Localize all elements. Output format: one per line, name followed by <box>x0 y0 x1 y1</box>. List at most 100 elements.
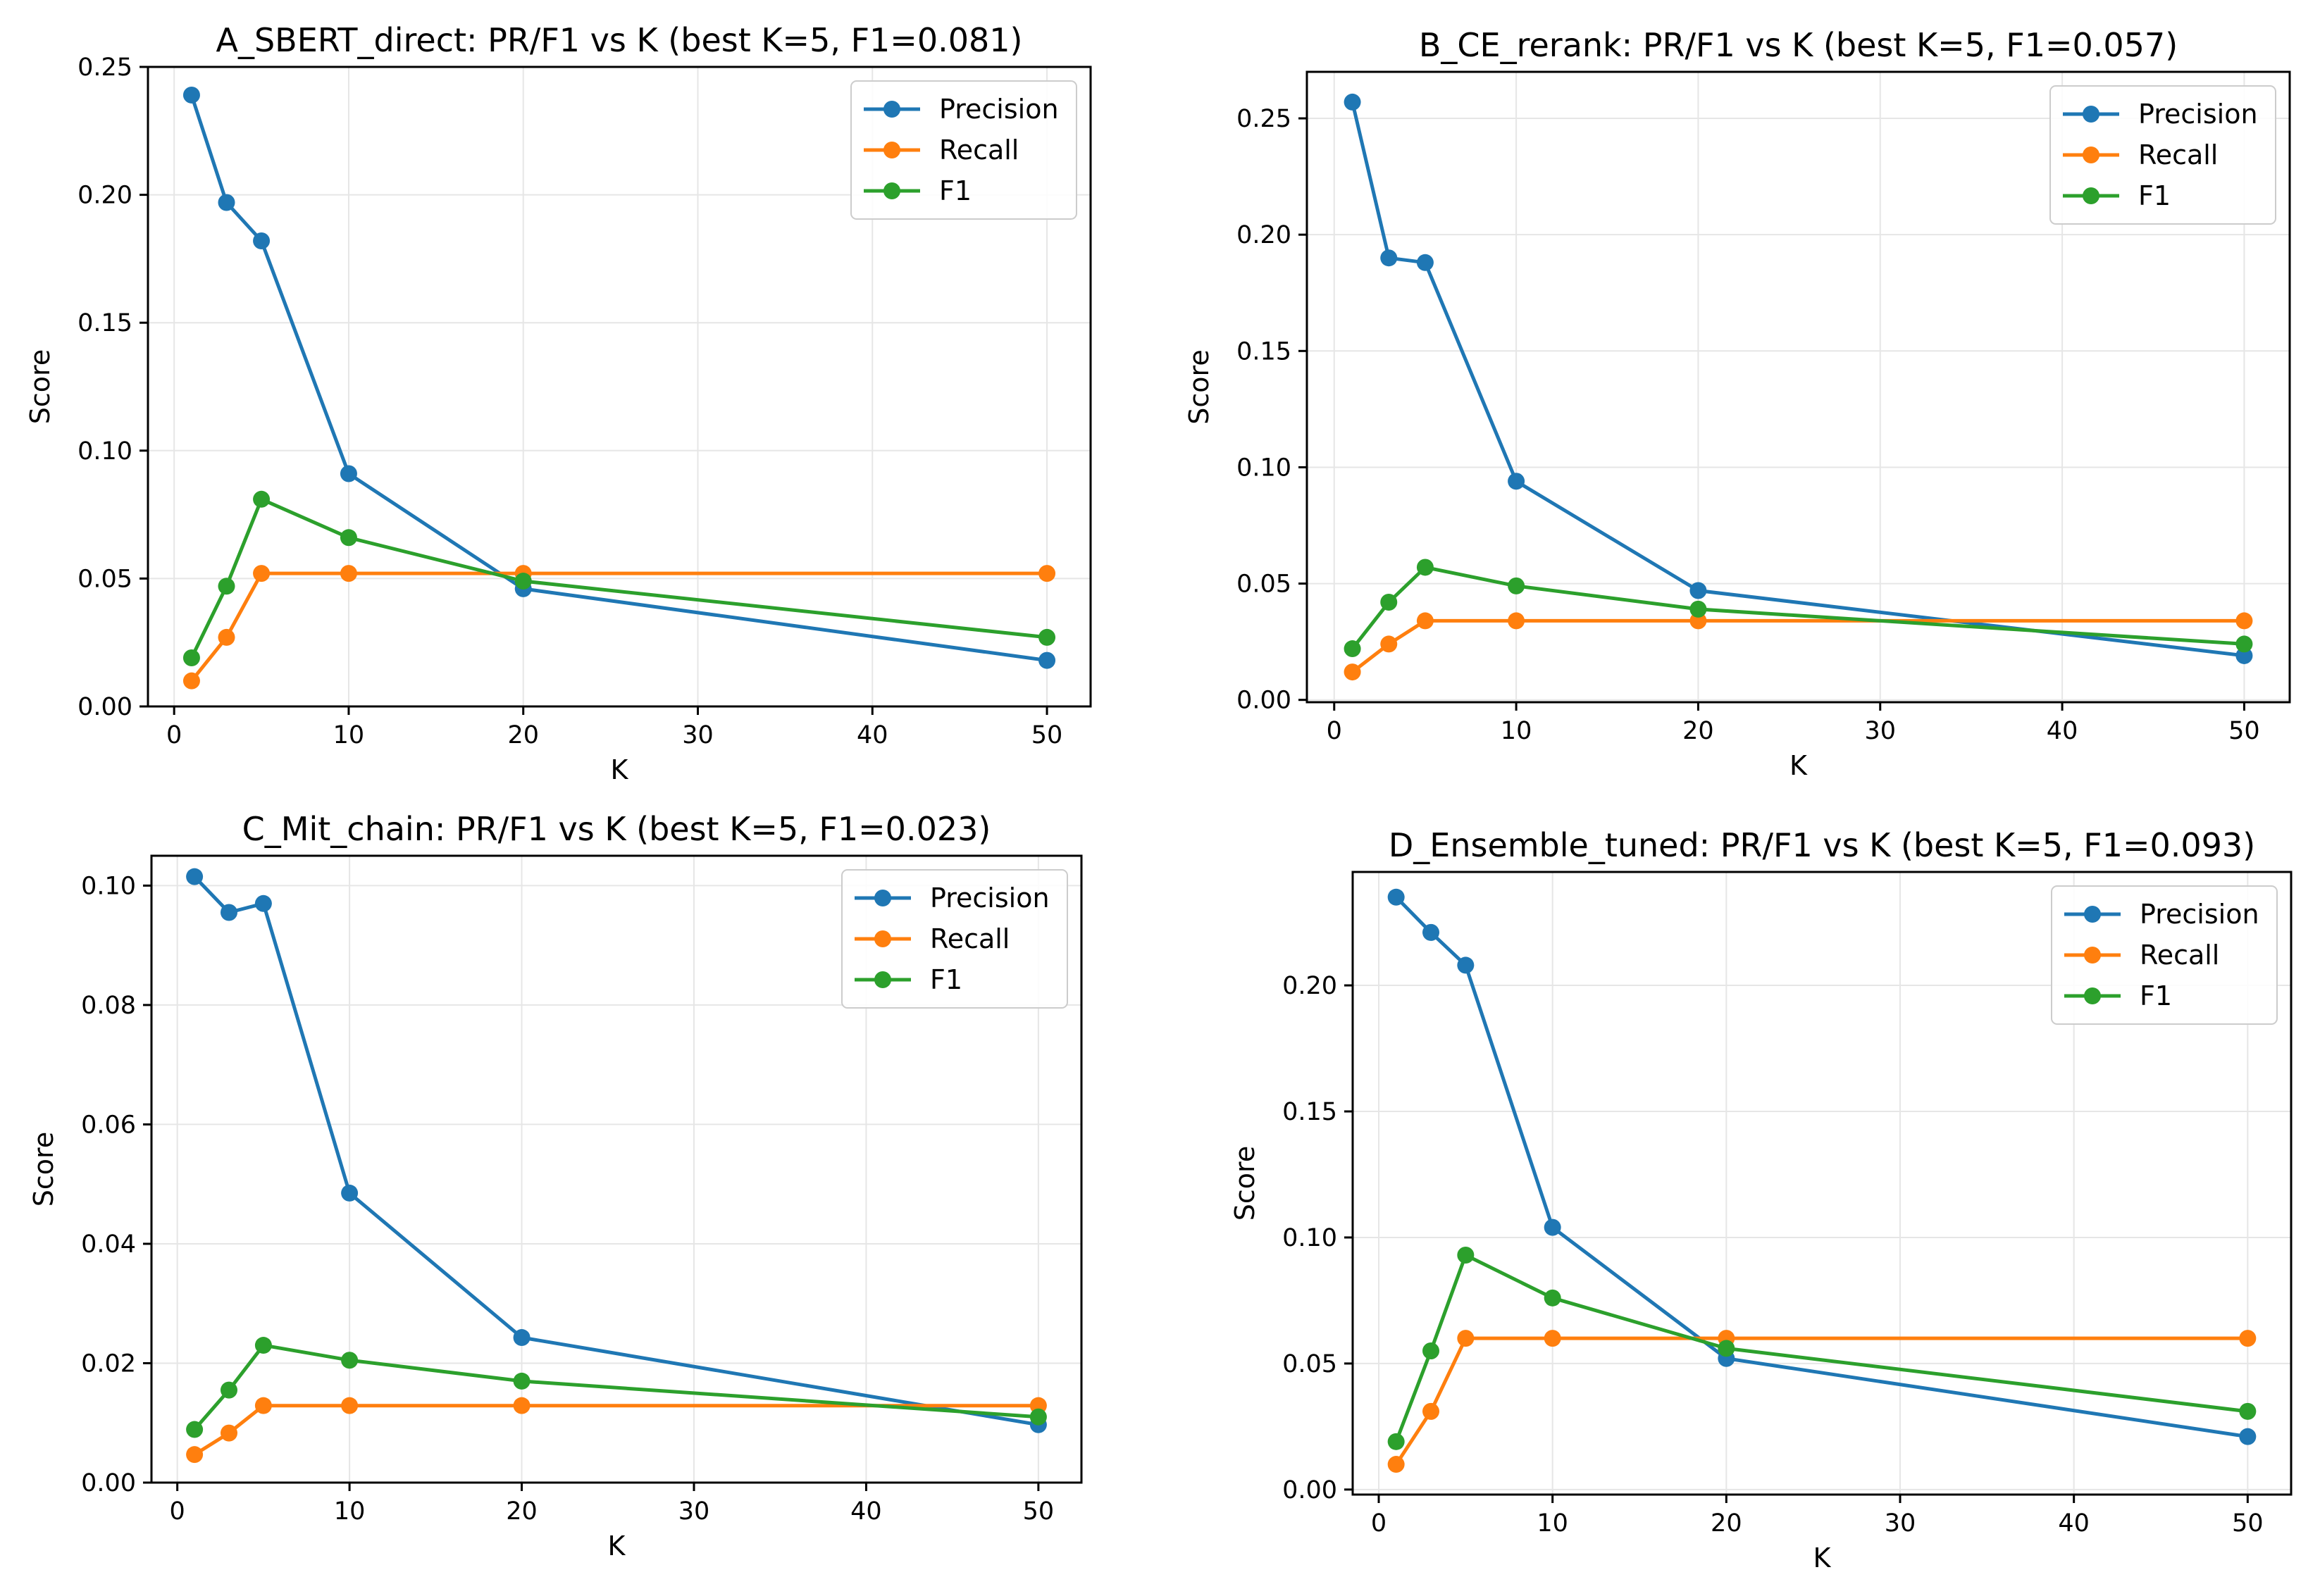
legend-label: F1 <box>2140 980 2172 1011</box>
data-point-f1 <box>2239 1402 2257 1420</box>
data-point-f1 <box>182 649 200 666</box>
y-tick-label: 0.15 <box>1236 337 1291 366</box>
x-tick-label: 30 <box>682 721 714 749</box>
legend-swatch-marker <box>883 182 900 199</box>
x-tick-label: 50 <box>2228 717 2260 745</box>
data-point-precision <box>186 868 204 885</box>
x-axis-label: K <box>1789 750 1808 781</box>
data-point-recall <box>1689 612 1707 630</box>
legend-label: Precision <box>2138 99 2258 130</box>
x-axis-label: K <box>608 1530 626 1561</box>
x-tick-label: 50 <box>1023 1497 1055 1526</box>
x-tick-label: 30 <box>678 1497 710 1526</box>
y-tick-label: 0.00 <box>1236 687 1291 715</box>
data-point-recall <box>182 672 200 690</box>
data-point-precision <box>1416 254 1434 271</box>
legend-swatch-marker <box>874 890 891 906</box>
y-tick-label: 0.20 <box>1282 972 1337 1000</box>
legend-swatch-marker <box>883 101 900 118</box>
data-point-precision <box>513 1329 531 1347</box>
series-line-f1 <box>1351 566 2245 650</box>
data-point-f1 <box>1038 628 1056 646</box>
data-point-precision <box>253 232 271 249</box>
y-tick-label: 0.00 <box>81 1469 136 1497</box>
data-point-precision <box>254 894 272 912</box>
data-point-precision <box>218 194 235 211</box>
legend-label: F1 <box>2138 180 2171 211</box>
chart-title: B_CE_rerank: PR/F1 vs K (best K=5, F1=0.… <box>1419 26 2178 64</box>
y-tick-label: 0.00 <box>1282 1476 1337 1504</box>
data-point-precision <box>1380 249 1398 267</box>
legend-box <box>850 80 1077 220</box>
data-point-recall <box>254 1397 272 1414</box>
series-line-recall <box>193 1404 1038 1457</box>
legend-label: Recall <box>939 135 1019 166</box>
chart-title: A_SBERT_direct: PR/F1 vs K (best K=5, F1… <box>216 21 1023 59</box>
chart-panel-0: 0 10 20 30 40 50 0.00 0.05 0.10 0.15 0.20 0.25 A_SBE… <box>25 21 1092 785</box>
axes-frame <box>1305 70 2291 704</box>
y-axis-label: Score <box>1229 1146 1260 1221</box>
data-point-precision <box>1038 652 1056 669</box>
y-tick-label: 0.05 <box>77 565 132 593</box>
series-line-f1 <box>190 497 1048 659</box>
x-axis-label: K <box>1813 1542 1832 1573</box>
x-tick-label: 0 <box>1327 717 1342 745</box>
data-point-f1 <box>221 1381 237 1399</box>
legend-swatch-marker <box>874 930 891 947</box>
data-point-precision <box>340 465 357 482</box>
legend-label: Recall <box>930 923 1010 954</box>
legend-swatch-marker <box>2083 187 2099 204</box>
chart-panel-3: 0 10 20 30 40 50 0.00 0.05 0.10 0.15 0.20 D_Ensembl… <box>1229 826 2293 1573</box>
data-point-precision <box>1457 956 1475 974</box>
data-point-recall <box>1457 1330 1475 1347</box>
series-line-recall <box>1351 618 2245 674</box>
data-point-precision <box>221 904 237 921</box>
y-tick-label: 0.10 <box>81 872 136 900</box>
x-axis-label: K <box>611 754 629 785</box>
legend-swatch-marker <box>883 142 900 158</box>
data-point-recall <box>341 1397 359 1414</box>
x-tick-label: 30 <box>1885 1509 1916 1538</box>
x-tick-label: 20 <box>506 1497 538 1526</box>
y-tick-label: 0.25 <box>1236 105 1291 133</box>
y-tick-label: 0.20 <box>1236 221 1291 249</box>
chart-panel-2: 0 10 20 30 40 50 0.00 0.02 0.04 0.06 0.08 0.10 C_Mit… <box>28 810 1083 1561</box>
series-line-precision <box>1351 101 2245 658</box>
x-tick-label: 20 <box>1682 717 1714 745</box>
data-point-recall <box>253 565 271 582</box>
x-tick-label: 30 <box>1864 717 1896 745</box>
chart-title: C_Mit_chain: PR/F1 vs K (best K=5, F1=0.… <box>242 810 991 848</box>
y-tick-label: 0.05 <box>1236 571 1291 599</box>
data-point-f1 <box>1029 1408 1047 1426</box>
data-point-recall <box>218 628 235 646</box>
data-point-recall <box>340 565 357 582</box>
legend-swatch-marker <box>874 971 891 988</box>
data-point-recall <box>1387 1456 1405 1473</box>
data-point-f1 <box>2235 635 2253 653</box>
data-point-precision <box>2235 647 2253 664</box>
legend-label: F1 <box>939 175 972 206</box>
data-point-recall <box>2235 612 2253 630</box>
y-tick-label: 0.15 <box>77 309 132 337</box>
data-point-f1 <box>1508 577 1525 594</box>
data-point-recall <box>1380 635 1398 653</box>
legend-label: Precision <box>2140 899 2259 930</box>
y-tick-label: 0.10 <box>77 437 132 466</box>
legend-swatch-marker <box>2084 906 2101 923</box>
y-tick-label: 0.04 <box>81 1230 136 1259</box>
chart-panel-1: 0 10 20 30 40 50 0.00 0.05 0.10 0.15 0.20 0.25 B_CE_… <box>1184 26 2291 781</box>
legend-swatch-marker <box>2084 987 2101 1004</box>
y-axis-label: Score <box>28 1132 59 1207</box>
y-tick-label: 0.20 <box>77 182 132 210</box>
data-point-f1 <box>1416 559 1434 576</box>
data-point-f1 <box>1422 1342 1439 1359</box>
legend: Precision Recall F1 <box>2051 885 2278 1025</box>
data-point-f1 <box>341 1352 359 1369</box>
x-tick-label: 0 <box>170 1497 185 1526</box>
data-point-recall <box>1508 612 1525 630</box>
legend-label: F1 <box>930 964 962 995</box>
data-point-f1 <box>340 529 357 547</box>
data-point-f1 <box>186 1421 204 1438</box>
y-tick-label: 0.00 <box>77 693 132 721</box>
